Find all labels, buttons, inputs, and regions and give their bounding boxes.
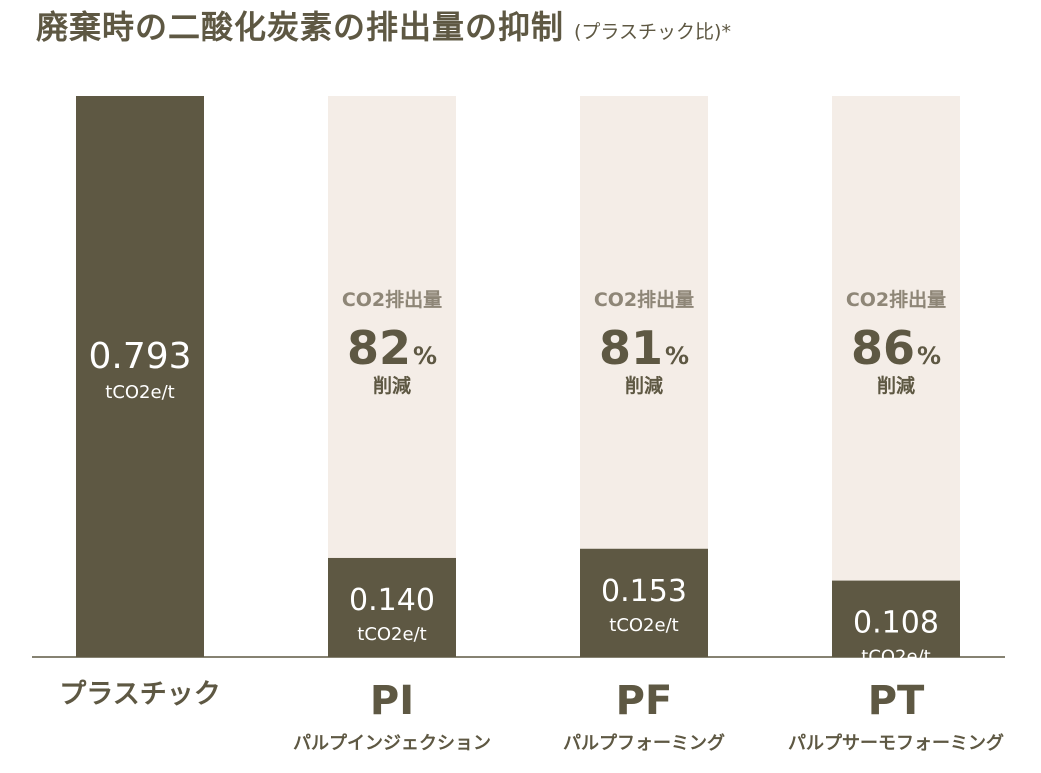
unit-label-2: tCO2e/t [609,615,678,636]
bars-group [76,96,960,657]
category-label-0: プラスチック [59,679,220,710]
chart-title-text: 廃棄時の二酸化炭素の排出量の抑制 [36,8,565,46]
value-label-0: 0.793 [88,336,191,377]
labels-group: 0.793tCO2e/tプラスチック0.140tCO2e/tCO2排出量82%削… [59,288,1004,754]
reduction-bottom-label-3: 削減 [877,374,915,397]
value-label-2: 0.153 [601,574,687,609]
reduction-top-label-1: CO2排出量 [342,288,442,311]
unit-label-0: tCO2e/t [105,382,174,403]
reduction-value-2: 81% [599,321,689,375]
category-sublabel-2: パルプフォーミング [563,732,725,754]
category-sublabel-1: パルプインジェクション [293,732,491,754]
bar-2 [580,548,708,657]
chart-title-note: (プラスチック比)* [574,21,731,43]
reduction-value-3: 86% [851,321,941,375]
reduction-bottom-label-1: 削減 [373,374,411,397]
category-label-3: PT [868,678,925,724]
category-label-2: PF [616,678,673,724]
value-label-1: 0.140 [349,583,435,618]
category-sublabel-3: パルプサーモフォーミング [788,732,1004,754]
reduction-top-label-3: CO2排出量 [846,288,946,311]
unit-label-3: tCO2e/t [861,647,930,668]
unit-label-1: tCO2e/t [357,624,426,645]
reduction-bottom-label-2: 削減 [625,374,663,397]
bar-3 [832,580,960,657]
reduction-value-1: 82% [347,321,437,375]
chart-title: 廃棄時の二酸化炭素の排出量の抑制 (プラスチック比)* [36,2,731,48]
bar-0 [76,96,204,657]
bar-1 [328,557,456,657]
category-label-1: PI [370,678,414,724]
value-label-3: 0.108 [853,606,939,641]
reduction-top-label-2: CO2排出量 [594,288,694,311]
bar-track-3 [832,96,960,657]
